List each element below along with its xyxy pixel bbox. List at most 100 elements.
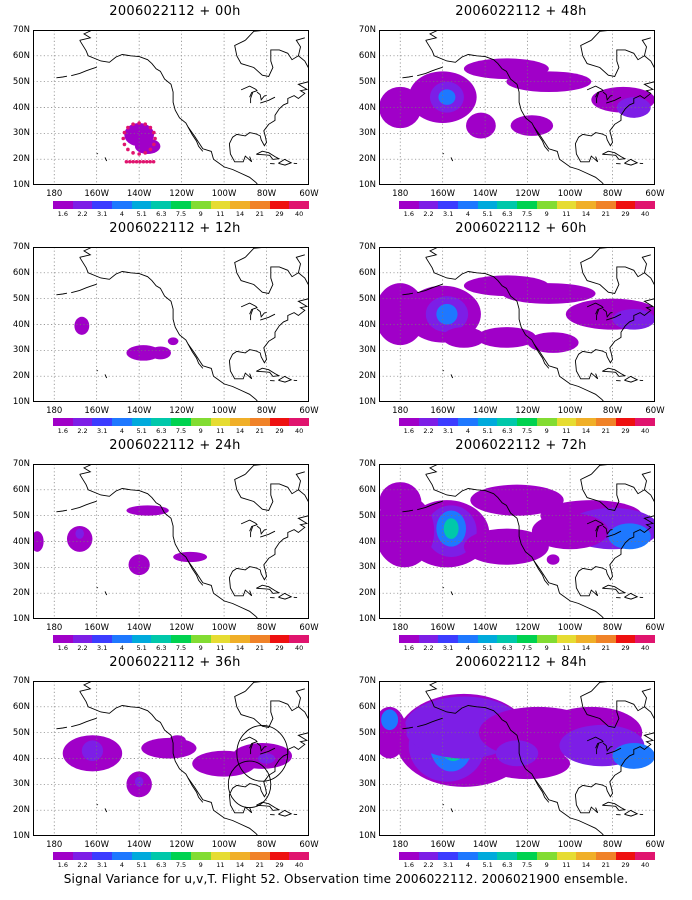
coastline-segment bbox=[602, 367, 627, 377]
latitude-tick-label: 60N bbox=[358, 50, 376, 61]
longitude-tick-label: 80W bbox=[602, 406, 623, 416]
variance-contour bbox=[126, 505, 169, 516]
coastline-segment bbox=[228, 473, 309, 597]
map-panel-24h: 2006022112 + 24h 70N 60N 50N 40N 30N 20N 10N 180… bbox=[0, 434, 346, 652]
coastline-segment bbox=[256, 91, 267, 101]
colorbar-label: 4 bbox=[119, 210, 124, 218]
coastline-segment bbox=[590, 681, 613, 692]
colorbar-label: 14 bbox=[235, 427, 245, 435]
coastline-segment bbox=[187, 126, 204, 152]
colorbar-label: 9 bbox=[198, 427, 203, 435]
colorbar-label: 2.2 bbox=[77, 210, 88, 218]
longitude-tick-label: 180 bbox=[392, 406, 409, 416]
colorbar-label: 7.5 bbox=[175, 427, 187, 435]
colorbar-swatch bbox=[595, 201, 616, 209]
longitude-tick-label: 60W bbox=[299, 840, 319, 850]
variance-contour bbox=[74, 316, 90, 335]
colorbar-swatch bbox=[269, 201, 290, 209]
latitude-tick-label: 10N bbox=[358, 180, 376, 190]
longitude-tick-label: 60W bbox=[645, 623, 665, 633]
coastline-segment bbox=[606, 747, 622, 755]
coastline-segment bbox=[256, 742, 267, 752]
longitude-tick-label: 140W bbox=[472, 189, 498, 199]
colorbar-label: 1.6 bbox=[403, 427, 415, 435]
coastline-segment bbox=[596, 743, 600, 755]
observation-point bbox=[126, 125, 130, 130]
coastline-segment bbox=[641, 688, 651, 707]
graticule bbox=[379, 247, 655, 402]
coastline-segment bbox=[56, 292, 68, 296]
latitude-tick-label: 60N bbox=[12, 701, 30, 712]
longitude-tick-label: 120W bbox=[515, 623, 540, 633]
colorbar-swatch bbox=[458, 418, 478, 426]
longitude-tick-label: 80W bbox=[602, 840, 623, 850]
colorbar-label: 11 bbox=[562, 644, 571, 652]
variance-map bbox=[379, 247, 655, 402]
map-panel-72h: 2006022112 + 72h 70N 60N 50N 40N 30N 20N 10N 180… bbox=[346, 434, 692, 652]
coastline-segment bbox=[417, 66, 443, 77]
colorbar-label: 14 bbox=[235, 861, 245, 869]
colorbar-label: 7.5 bbox=[521, 644, 533, 652]
colorbar-label: 9 bbox=[544, 427, 549, 435]
coastline-segment bbox=[442, 587, 445, 589]
observation-markers bbox=[121, 121, 157, 164]
observation-point bbox=[131, 159, 136, 164]
colorbar-swatch bbox=[595, 635, 616, 643]
colorbar-swatch bbox=[92, 635, 113, 643]
colorbar-swatch bbox=[497, 201, 518, 209]
longitude-tick-label: 160W bbox=[84, 406, 110, 416]
observation-point bbox=[148, 125, 153, 130]
map-panel-grid: 2006022112 + 00h 70N 60N 50N 40N 30N 20N 10N 180… bbox=[0, 4, 692, 869]
latitude-tick-label: 10N bbox=[12, 180, 30, 190]
variance-contour bbox=[436, 303, 458, 325]
colorbar-label: 3.1 bbox=[443, 210, 454, 218]
observation-point bbox=[143, 151, 148, 155]
colorbar-label: 40 bbox=[295, 427, 304, 435]
longitude-tick-label: 100W bbox=[211, 406, 237, 416]
colorbar-label: 29 bbox=[621, 861, 630, 869]
colorbar-label: 21 bbox=[255, 427, 264, 435]
latitude-tick-label: 10N bbox=[358, 397, 376, 407]
variance-contour bbox=[141, 737, 197, 759]
observation-point bbox=[122, 142, 127, 147]
longitude-tick-label: 140W bbox=[472, 406, 498, 416]
colorbar-swatch bbox=[556, 201, 577, 209]
colorbar-label: 29 bbox=[275, 861, 284, 869]
coastline-segment bbox=[602, 91, 613, 101]
colorbar-swatch bbox=[576, 418, 596, 426]
latitude-tick-label: 50N bbox=[358, 510, 376, 521]
map-frame bbox=[379, 247, 655, 402]
colorbar-swatch bbox=[269, 635, 290, 643]
colorbar-label: 21 bbox=[601, 644, 610, 652]
longitude-tick-label: 140W bbox=[126, 189, 152, 199]
colorbar-swatch bbox=[477, 852, 498, 860]
graticule bbox=[379, 681, 655, 836]
colorbar-swatch bbox=[131, 201, 152, 209]
coastline-segment bbox=[278, 809, 293, 817]
coastline-segment bbox=[641, 37, 651, 56]
map-frame bbox=[33, 30, 309, 185]
coastline-segment bbox=[250, 92, 254, 104]
longitude-tick-label: 180 bbox=[46, 623, 63, 633]
colorbar-label: 2.2 bbox=[423, 210, 434, 218]
colorbar-label: 6.3 bbox=[502, 210, 513, 218]
coastline bbox=[56, 30, 309, 185]
colorbar-swatch bbox=[556, 418, 577, 426]
coastline-segment bbox=[450, 157, 454, 162]
colorbar-label: 14 bbox=[581, 861, 591, 869]
colorbar bbox=[53, 418, 309, 426]
coastline-segment bbox=[71, 500, 97, 511]
longitude-tick-label: 60W bbox=[299, 406, 319, 416]
coastline-segment bbox=[278, 375, 293, 383]
coastline-segment bbox=[606, 96, 622, 104]
colorbar-label: 2.2 bbox=[423, 861, 434, 869]
colorbar-swatch bbox=[249, 635, 270, 643]
graticule bbox=[379, 30, 655, 185]
latitude-tick-label: 70N bbox=[358, 676, 376, 686]
colorbar-label: 29 bbox=[275, 427, 284, 435]
map-panel-84h: 2006022112 + 84h 70N 60N 50N 40N 30N 20N 10N 180… bbox=[346, 651, 692, 869]
colorbar-swatch bbox=[249, 201, 270, 209]
colorbar-label: 11 bbox=[216, 644, 225, 652]
panel-title: 2006022112 + 72h bbox=[455, 438, 587, 453]
graticule bbox=[379, 464, 655, 619]
